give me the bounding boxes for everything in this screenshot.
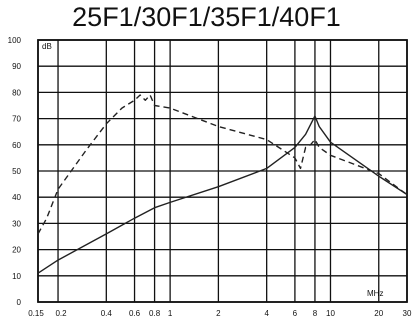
y-tick-label: 80 [12, 88, 21, 97]
x-tick-label: 10 [326, 309, 335, 318]
y-unit-label: dB [42, 42, 52, 51]
series-group [37, 94, 408, 274]
x-tick-label: 0.6 [129, 309, 141, 318]
x-axis-labels: 0.15 0.2 0.4 0.6 0.8 1 2 4 6 8 10 20 30 [28, 309, 412, 318]
plot-frame [37, 39, 408, 303]
axis-units: dB MHz [42, 42, 383, 298]
y-tick-label: 70 [12, 115, 21, 124]
y-tick-label: 0 [17, 298, 22, 307]
y-tick-label: 30 [12, 219, 21, 228]
x-tick-label: 2 [216, 309, 221, 318]
y-tick-label: 10 [12, 272, 21, 281]
series-line-solid [37, 115, 408, 274]
plot-border [37, 39, 408, 303]
y-tick-label: 90 [12, 62, 21, 71]
chart-title: 25F1/30F1/35F1/40F1 [72, 2, 341, 32]
y-tick-label: 50 [12, 167, 21, 176]
x-tick-label: 0.8 [149, 309, 161, 318]
y-tick-label: 20 [12, 246, 21, 255]
x-tick-label: 30 [403, 309, 412, 318]
x-tick-label: 8 [313, 309, 318, 318]
x-tick-label: 0.15 [28, 309, 44, 318]
x-tick-label: 6 [293, 309, 298, 318]
series-line-dashed [37, 94, 408, 235]
y-tick-label: 100 [8, 36, 22, 45]
x-tick-label: 1 [168, 309, 173, 318]
x-tick-label: 0.2 [55, 309, 67, 318]
x-tick-label: 4 [264, 309, 269, 318]
y-axis-labels: 0 10 20 30 40 50 60 70 80 90 100 [8, 36, 22, 307]
grid [37, 39, 408, 303]
y-tick-label: 40 [12, 193, 21, 202]
x-tick-label: 20 [374, 309, 383, 318]
x-unit-label: MHz [367, 289, 383, 298]
y-tick-label: 60 [12, 141, 21, 150]
x-tick-label: 0.4 [101, 309, 113, 318]
